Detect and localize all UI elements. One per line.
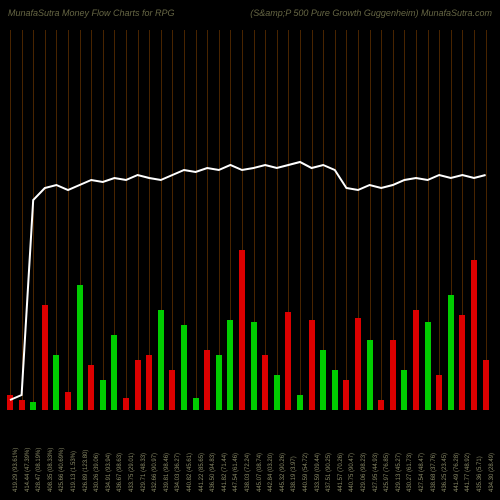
x-axis-label: 438.03 (72.24) — [245, 453, 251, 492]
x-axis-label: 427.95 (44.93) — [373, 453, 379, 492]
x-axis-label: 441.77 (48.92) — [465, 453, 471, 492]
x-axis-label: 434.03 (36.27) — [175, 453, 181, 492]
x-axis-label: 437.51 (90.25) — [326, 453, 332, 492]
x-axis-label: 445.32 (90.26) — [280, 453, 286, 492]
x-axis-label: 440.59 (54.72) — [303, 453, 309, 492]
x-axis-label: 439.81 (98.46) — [164, 453, 170, 492]
x-axis-label: 436.25 (23.45) — [442, 453, 448, 492]
x-axis-label: 441.49 (76.28) — [454, 453, 460, 492]
x-axis-label: 428.47 (08.19%) — [36, 448, 42, 492]
x-axis-label: 436.67 (98.63) — [117, 453, 123, 492]
header-right: (S&amp;P 500 Pure Growth Guggenheim) Mun… — [250, 8, 492, 18]
chart-header: MunafaSutra Money Flow Charts for RPG (S… — [0, 8, 500, 18]
x-axis-label: 445.07 (08.74) — [257, 453, 263, 492]
x-axis-label: 438.19 (3.97) — [291, 456, 297, 492]
x-axis-label: 441.22 (85.65) — [199, 453, 205, 492]
x-axis-label: 440.82 (45.61) — [187, 453, 193, 492]
x-axis-label: 430.27 (61.73) — [407, 453, 413, 492]
x-axis-label: 434.30 (28.49) — [489, 453, 495, 492]
chart-area — [0, 30, 500, 410]
x-axis-label: 441.57 (70.26) — [338, 453, 344, 492]
x-axis-label: 427.54 (48.47) — [419, 453, 425, 492]
x-axis-label: 419.29 (93.61%) — [13, 448, 19, 492]
x-axis-label: 432.66 (90.97) — [152, 453, 158, 492]
x-axis-label: 429.71 (48.33) — [141, 453, 147, 492]
x-axis-label: 435.36 (5.71) — [477, 456, 483, 492]
x-axis-label: 425.97 (76.85) — [384, 453, 390, 492]
x-axis-label: 436.50 (94.83) — [210, 453, 216, 492]
x-axis-label: 442.84 (03.20) — [268, 453, 274, 492]
x-axis-label: 408.35 (08.33%) — [48, 448, 54, 492]
x-axis-label: 440.75 (90.47) — [349, 453, 355, 492]
x-axis-label: 419.13 (1.53%) — [71, 451, 77, 492]
x-axis-labels: 419.29 (93.61%) 414.44 (47.39%) 428.47 (08… — [0, 412, 500, 500]
header-left: MunafaSutra Money Flow Charts for RPG — [8, 8, 175, 18]
x-axis-label: 429.06 (98.23) — [361, 453, 367, 492]
x-axis-label: 438.68 (37.76) — [431, 453, 437, 492]
x-axis-label: 426.89 (123.80) — [83, 450, 89, 492]
x-axis-label: 441.82 (71.44) — [222, 453, 228, 492]
x-axis-label: 433.59 (09.44) — [315, 453, 321, 492]
x-axis-label: 429.13 (45.27) — [396, 453, 402, 492]
price-line — [0, 30, 500, 410]
x-axis-label: 430.26 (39.06) — [94, 453, 100, 492]
x-axis-label: 447.54 (61.46) — [233, 453, 239, 492]
x-axis-label: 425.66 (40.69%) — [59, 448, 65, 492]
x-axis-label: 434.91 (93.94) — [106, 453, 112, 492]
x-axis-label: 433.75 (29.01) — [129, 453, 135, 492]
x-axis-label: 414.44 (47.39%) — [25, 448, 31, 492]
